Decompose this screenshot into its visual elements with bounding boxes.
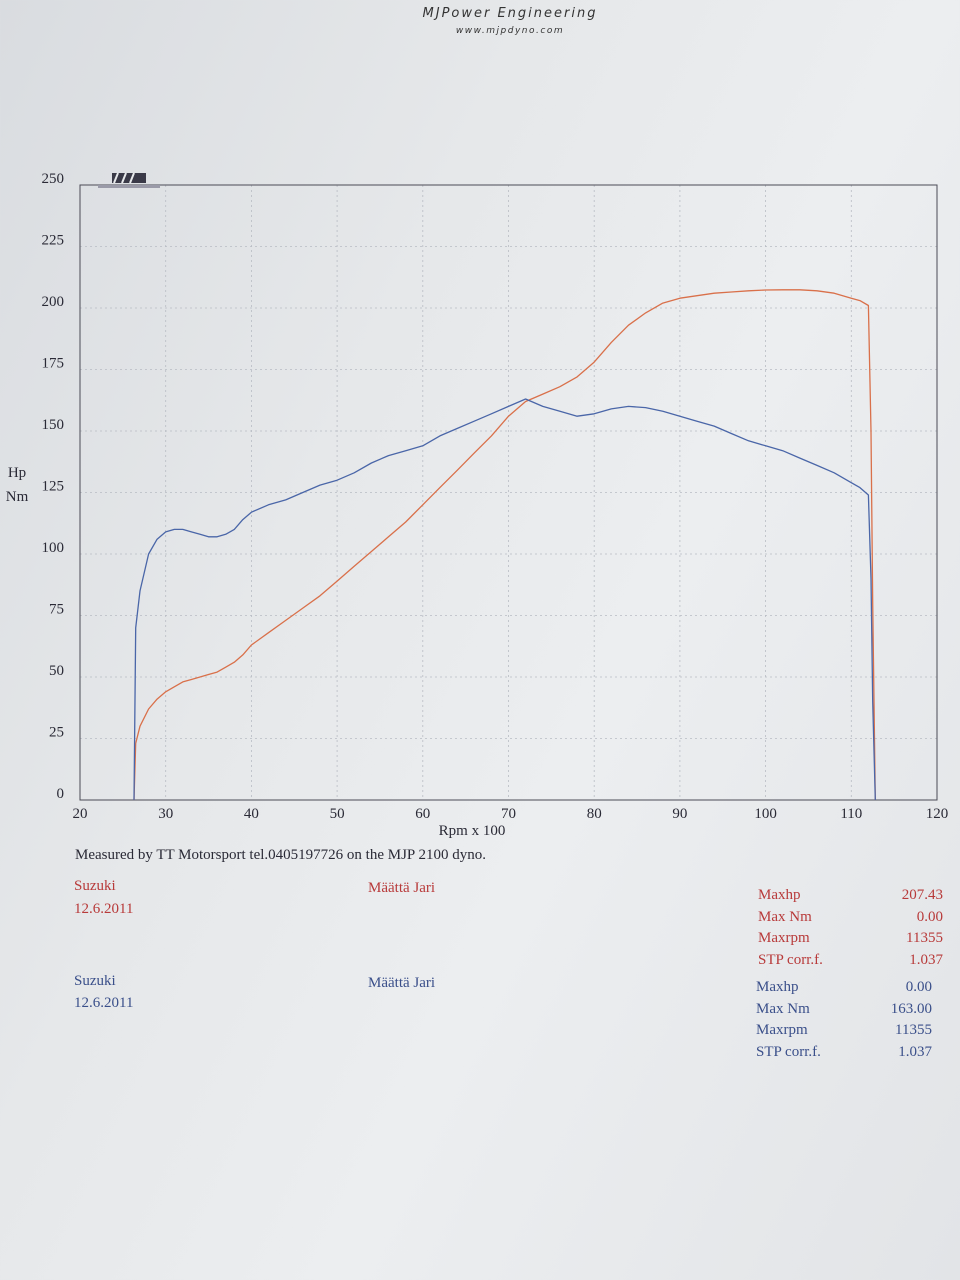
x-tick-label: 40: [244, 806, 259, 822]
run1-stat-value: 207.43: [901, 887, 943, 903]
x-tick-label: 110: [840, 806, 862, 822]
y-tick-label: 50: [49, 663, 64, 679]
run2-stat-value: 11355: [895, 1022, 932, 1038]
y-tick-label: 225: [42, 233, 65, 249]
series: [133, 289, 876, 801]
y-tick-label: 75: [49, 602, 64, 618]
run2-stat-label: STP corr.f.: [756, 1043, 821, 1060]
website-url: www.mjpdyno.com: [455, 26, 565, 36]
x-tick-label: 60: [415, 806, 430, 822]
y-tick-label: 100: [42, 540, 65, 556]
run1-stat-value: 1.037: [909, 951, 943, 968]
series-line-power: [133, 289, 876, 801]
run2-stat-label: Maxrpm: [756, 1022, 808, 1038]
x-tick-label: 80: [587, 806, 602, 822]
x-tick-label: 70: [501, 806, 516, 822]
plot-logo: [98, 172, 160, 188]
run1-stat-label: Maxrpm: [758, 930, 810, 946]
x-axis-label: Rpm x 100: [439, 823, 506, 839]
plot-frame: [79, 184, 938, 801]
run2-stat-label: Max Nm: [756, 1000, 810, 1017]
y-tick-label: 250: [42, 171, 65, 187]
run1-date: 12.6.2011: [74, 901, 134, 917]
run1-stat-label: Max Nm: [758, 908, 812, 925]
y-tick-label: 125: [42, 479, 65, 495]
y-tick-label: 25: [49, 725, 64, 741]
run2-stat-value: 1.037: [898, 1043, 932, 1060]
run1-stat-label: STP corr.f.: [758, 951, 823, 968]
run2-vehicle: Suzuki: [74, 973, 116, 989]
y-tick-label: 150: [42, 417, 65, 433]
dyno-chart: 20 30 40 50 60 70 80 90 100 110 120 0 25 50 75 100 125 15…: [6, 171, 949, 839]
y-axis-label-hp: Hp: [8, 465, 26, 481]
run2-stat-value: 163.00: [890, 1000, 932, 1017]
run2-date: 12.6.2011: [74, 995, 134, 1011]
run2-stat-label: Maxhp: [756, 979, 799, 995]
y-axis-label-nm: Nm: [6, 489, 29, 505]
measurement-note: Measured by TT Motorsport tel.0405197726…: [75, 847, 486, 863]
grid: [80, 185, 937, 800]
run1-stat-value: 11355: [906, 930, 943, 946]
x-tick-label: 30: [158, 806, 173, 822]
y-tick-label: 200: [42, 294, 65, 310]
run2-stat-value: 0.00: [905, 979, 932, 995]
axis-ticks: 20 30 40 50 60 70 80 90 100 110 120 0 25 50 75 100 125 15…: [42, 171, 949, 822]
x-tick-label: 100: [754, 806, 777, 822]
run1-stat-label: Maxhp: [758, 887, 801, 903]
run1-vehicle: Suzuki: [74, 878, 116, 894]
x-tick-label: 50: [330, 806, 345, 822]
run1-operator: Määttä Jari: [368, 880, 436, 896]
run2-operator: Määttä Jari: [368, 975, 436, 991]
y-tick-label: 175: [42, 356, 65, 372]
x-tick-label: 90: [672, 806, 687, 822]
brand-title: MJPower Engineering: [422, 6, 598, 21]
x-tick-label: 120: [926, 806, 949, 822]
series-line-torque: [133, 398, 876, 801]
x-tick-label: 20: [73, 806, 88, 822]
run1-stat-value: 0.00: [916, 908, 943, 925]
y-tick-label: 0: [57, 786, 65, 802]
